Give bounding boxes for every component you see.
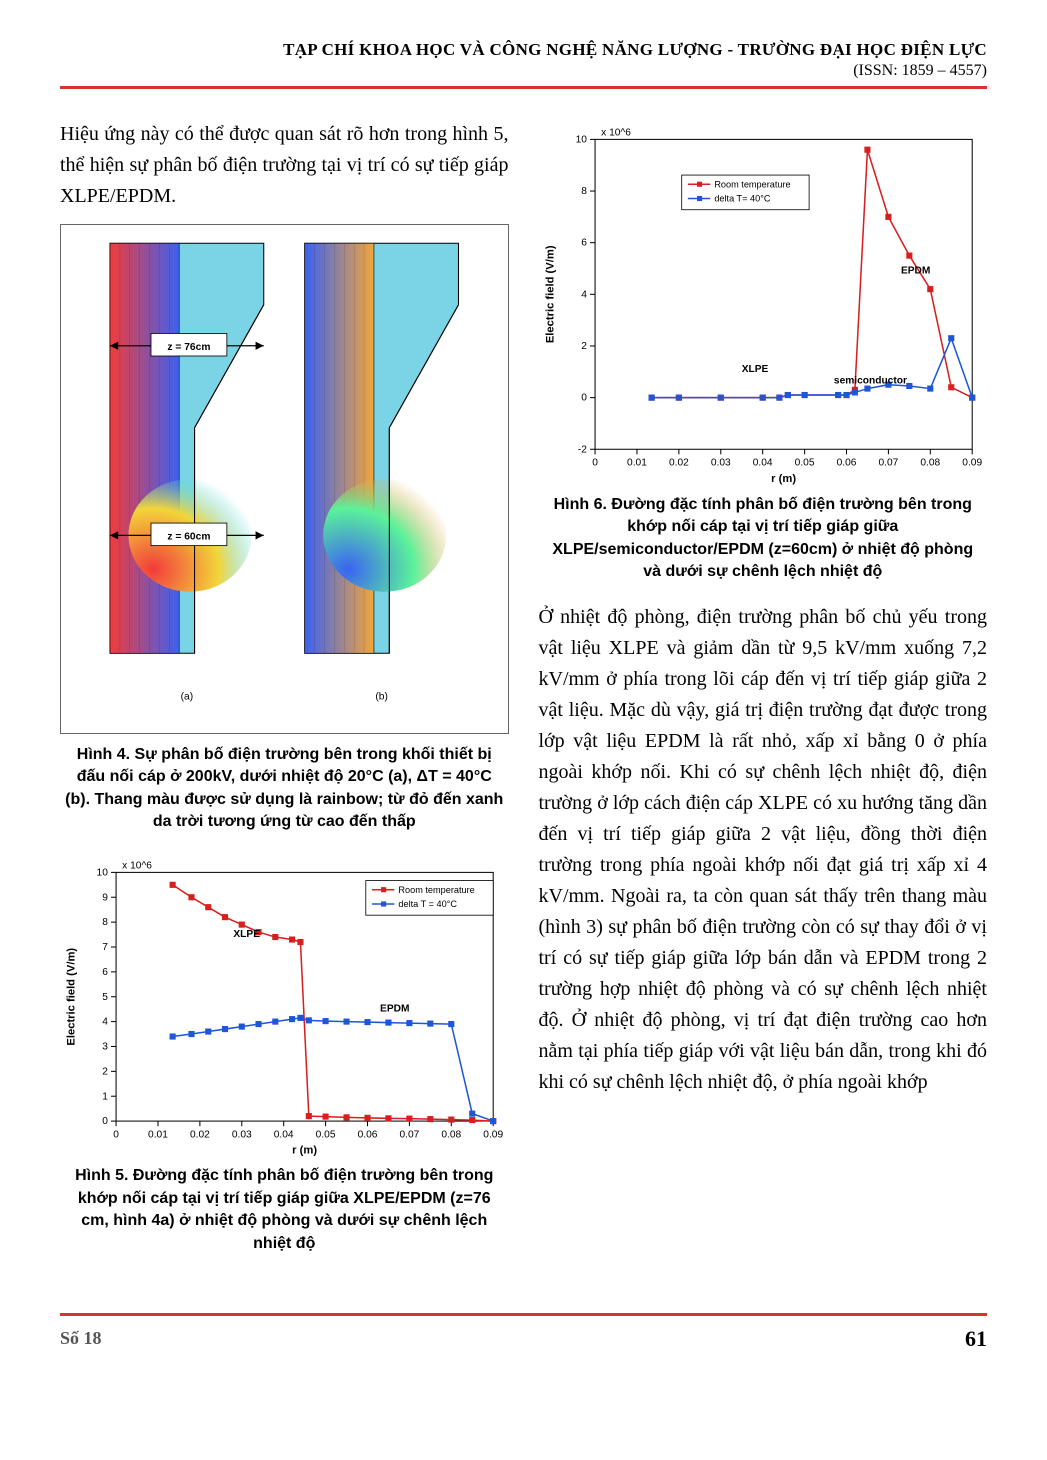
svg-text:0: 0 <box>592 458 598 469</box>
svg-text:x 10^6: x 10^6 <box>122 860 152 871</box>
journal-title: TẠP CHÍ KHOA HỌC VÀ CÔNG NGHỆ NĂNG LƯỢNG… <box>60 40 987 60</box>
svg-text:10: 10 <box>575 134 587 145</box>
svg-text:0.03: 0.03 <box>232 1129 252 1140</box>
svg-text:-2: -2 <box>577 444 586 455</box>
svg-text:0.05: 0.05 <box>316 1129 336 1140</box>
figure-6-box: 0 0.01 0.02 0.03 0.04 0.05 0.06 0.07 0.08 0.09 -2 0… <box>539 119 988 486</box>
svg-text:9: 9 <box>102 892 108 903</box>
issn-line: (ISSN: 1859 – 4557) <box>60 62 987 80</box>
page-footer: Số 18 61 <box>60 1313 987 1352</box>
issue-label: Số 18 <box>60 1328 102 1349</box>
svg-text:0.07: 0.07 <box>878 458 898 469</box>
right-body-paragraph: Ở nhiệt độ phòng, điện trường phân bố ch… <box>539 602 988 1098</box>
svg-text:r (m): r (m) <box>292 1144 317 1156</box>
svg-text:0.08: 0.08 <box>920 458 940 469</box>
svg-text:0.02: 0.02 <box>668 458 688 469</box>
svg-text:EPDM: EPDM <box>380 1003 409 1014</box>
svg-text:0: 0 <box>102 1116 108 1127</box>
svg-text:(a): (a) <box>181 691 194 702</box>
svg-text:6: 6 <box>102 966 108 977</box>
figure-6-chart: 0 0.01 0.02 0.03 0.04 0.05 0.06 0.07 0.08 0.09 -2 0… <box>539 119 988 486</box>
svg-text:0.06: 0.06 <box>358 1129 378 1140</box>
svg-text:z = 60cm: z = 60cm <box>167 531 210 542</box>
svg-text:2: 2 <box>581 341 587 352</box>
figure-6-caption: Hình 6. Đường đặc tính phân bố điện trườ… <box>543 494 984 584</box>
svg-text:XLPE: XLPE <box>741 364 768 375</box>
figure-4-caption: Hình 4. Sự phân bố điện trường bên trong… <box>64 744 505 834</box>
svg-text:(b): (b) <box>375 691 388 702</box>
svg-text:7: 7 <box>102 942 108 953</box>
left-intro-paragraph: Hiệu ứng này có thể được quan sát rõ hơn… <box>60 119 509 212</box>
svg-text:0.02: 0.02 <box>190 1129 210 1140</box>
svg-text:0.01: 0.01 <box>627 458 647 469</box>
svg-text:0.08: 0.08 <box>441 1129 461 1140</box>
figure-5-caption: Hình 5. Đường đặc tính phân bố điện trườ… <box>64 1165 505 1255</box>
right-column: 0 0.01 0.02 0.03 0.04 0.05 0.06 0.07 0.08 0.09 -2 0… <box>539 119 988 1273</box>
svg-text:0.05: 0.05 <box>794 458 814 469</box>
svg-text:1: 1 <box>102 1091 108 1102</box>
svg-text:0.09: 0.09 <box>962 458 982 469</box>
figure-4-box: z = 76cm z = 60cm (a) (b) <box>60 224 509 734</box>
svg-text:4: 4 <box>581 289 587 300</box>
figure-5-box: 0 0.01 0.02 0.03 0.04 0.05 0.06 0.07 0.08 0.09 0 1 2… <box>60 852 509 1158</box>
svg-text:0.04: 0.04 <box>274 1129 294 1140</box>
svg-text:x 10^6: x 10^6 <box>601 127 631 138</box>
svg-text:10: 10 <box>97 867 109 878</box>
svg-text:8: 8 <box>581 186 587 197</box>
svg-text:semiconductor: semiconductor <box>833 375 906 386</box>
page-number: 61 <box>965 1326 987 1352</box>
svg-text:0: 0 <box>581 393 587 404</box>
svg-text:2: 2 <box>102 1066 108 1077</box>
svg-text:8: 8 <box>102 917 108 928</box>
svg-text:Electric field (V/m): Electric field (V/m) <box>544 245 556 343</box>
svg-text:EPDM: EPDM <box>900 266 929 277</box>
figure-5-chart: 0 0.01 0.02 0.03 0.04 0.05 0.06 0.07 0.08 0.09 0 1 2… <box>60 852 509 1158</box>
svg-text:Room temperature: Room temperature <box>714 179 790 189</box>
svg-text:0.09: 0.09 <box>483 1129 503 1140</box>
svg-text:z = 76cm: z = 76cm <box>167 342 210 353</box>
two-column-layout: Hiệu ứng này có thể được quan sát rõ hơn… <box>60 119 987 1273</box>
svg-text:delta T= 40°C: delta T= 40°C <box>714 194 771 204</box>
svg-text:0.06: 0.06 <box>836 458 856 469</box>
svg-text:0: 0 <box>113 1129 119 1140</box>
left-column: Hiệu ứng này có thể được quan sát rõ hơn… <box>60 119 509 1273</box>
svg-text:5: 5 <box>102 991 108 1002</box>
svg-text:delta T = 40°C: delta T = 40°C <box>398 899 457 909</box>
svg-text:0.07: 0.07 <box>399 1129 419 1140</box>
svg-text:0.04: 0.04 <box>752 458 772 469</box>
svg-text:Electric field (V/m): Electric field (V/m) <box>65 947 77 1045</box>
page-header: TẠP CHÍ KHOA HỌC VÀ CÔNG NGHỆ NĂNG LƯỢNG… <box>60 40 987 89</box>
svg-text:0.01: 0.01 <box>148 1129 168 1140</box>
svg-text:6: 6 <box>581 238 587 249</box>
svg-text:3: 3 <box>102 1041 108 1052</box>
svg-text:4: 4 <box>102 1016 108 1027</box>
svg-text:0.03: 0.03 <box>710 458 730 469</box>
figure-4-svg: z = 76cm z = 60cm (a) (b) <box>69 233 500 725</box>
svg-text:XLPE: XLPE <box>233 929 260 940</box>
svg-text:r (m): r (m) <box>771 473 796 485</box>
svg-text:Room temperature: Room temperature <box>398 884 474 894</box>
